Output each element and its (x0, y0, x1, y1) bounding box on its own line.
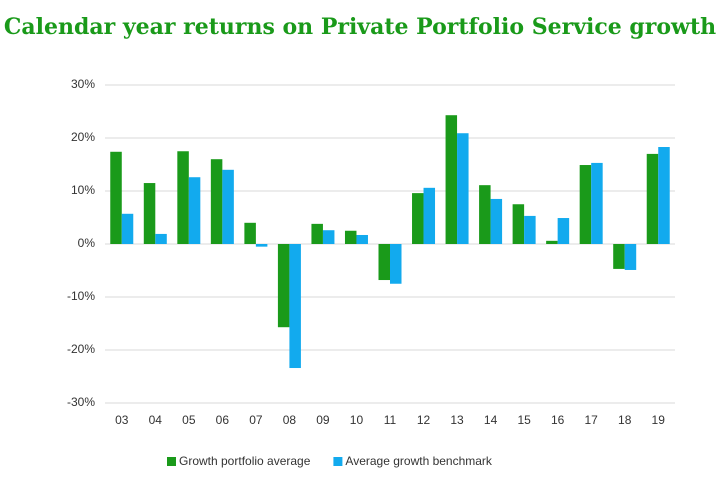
legend-swatch (333, 457, 343, 466)
bar (155, 233, 167, 244)
bar (277, 244, 290, 328)
bar (378, 244, 390, 281)
y-tick-label: 10% (71, 183, 95, 197)
x-tick-label: 14 (484, 413, 498, 427)
bar (457, 133, 469, 244)
bar (188, 177, 201, 244)
x-tick-label: 12 (417, 413, 431, 427)
bar (210, 159, 223, 244)
x-tick-label: 05 (182, 413, 196, 427)
x-tick-label: 03 (115, 413, 129, 427)
x-tick-label: 16 (551, 413, 565, 427)
y-tick-label: 20% (71, 130, 95, 144)
bar (143, 183, 156, 244)
bar (557, 218, 570, 244)
y-tick-label: -20% (67, 342, 95, 356)
bar (344, 230, 357, 244)
x-tick-label: 11 (384, 413, 397, 427)
bar (255, 244, 268, 247)
bar (177, 151, 189, 244)
bar (390, 244, 402, 284)
x-tick-label: 10 (350, 413, 364, 427)
bar (222, 169, 234, 244)
bar (579, 165, 592, 244)
bar (423, 187, 436, 244)
bar (445, 115, 458, 245)
chart-title: Calendar year returns on Private Portfol… (4, 14, 716, 40)
bar (322, 230, 335, 244)
bar (591, 162, 603, 244)
bar (311, 223, 323, 244)
x-tick-label: 08 (283, 413, 297, 427)
bar (479, 185, 491, 244)
bar (624, 244, 637, 270)
x-tick-label: 04 (149, 413, 163, 427)
x-tick-label: 07 (249, 413, 263, 427)
bar (490, 198, 503, 244)
y-tick-label: -10% (67, 289, 95, 303)
x-tick-label: 06 (216, 413, 230, 427)
x-tick-label: 19 (652, 413, 666, 427)
bar (110, 151, 122, 244)
bar (546, 240, 558, 244)
bar (412, 193, 424, 244)
bar (356, 234, 368, 244)
y-tick-label: 0% (78, 236, 96, 250)
bar (121, 213, 134, 244)
y-tick-label: 30% (71, 77, 95, 91)
x-tick-label: 13 (450, 413, 464, 427)
x-tick-label: 17 (584, 413, 598, 427)
x-tick-label: 15 (517, 413, 531, 427)
bar (289, 244, 301, 369)
y-tick-label: -30% (67, 395, 95, 409)
legend-label: Growth portfolio average (179, 454, 311, 468)
bar (613, 244, 625, 269)
legend-swatch (167, 457, 176, 466)
bar (646, 153, 659, 244)
x-tick-label: 18 (618, 413, 632, 427)
bar (658, 147, 670, 244)
legend-label: Average growth benchmark (345, 454, 493, 468)
bar (512, 204, 525, 244)
bar (524, 215, 536, 244)
x-tick-label: 09 (316, 413, 330, 427)
bar (244, 222, 256, 244)
